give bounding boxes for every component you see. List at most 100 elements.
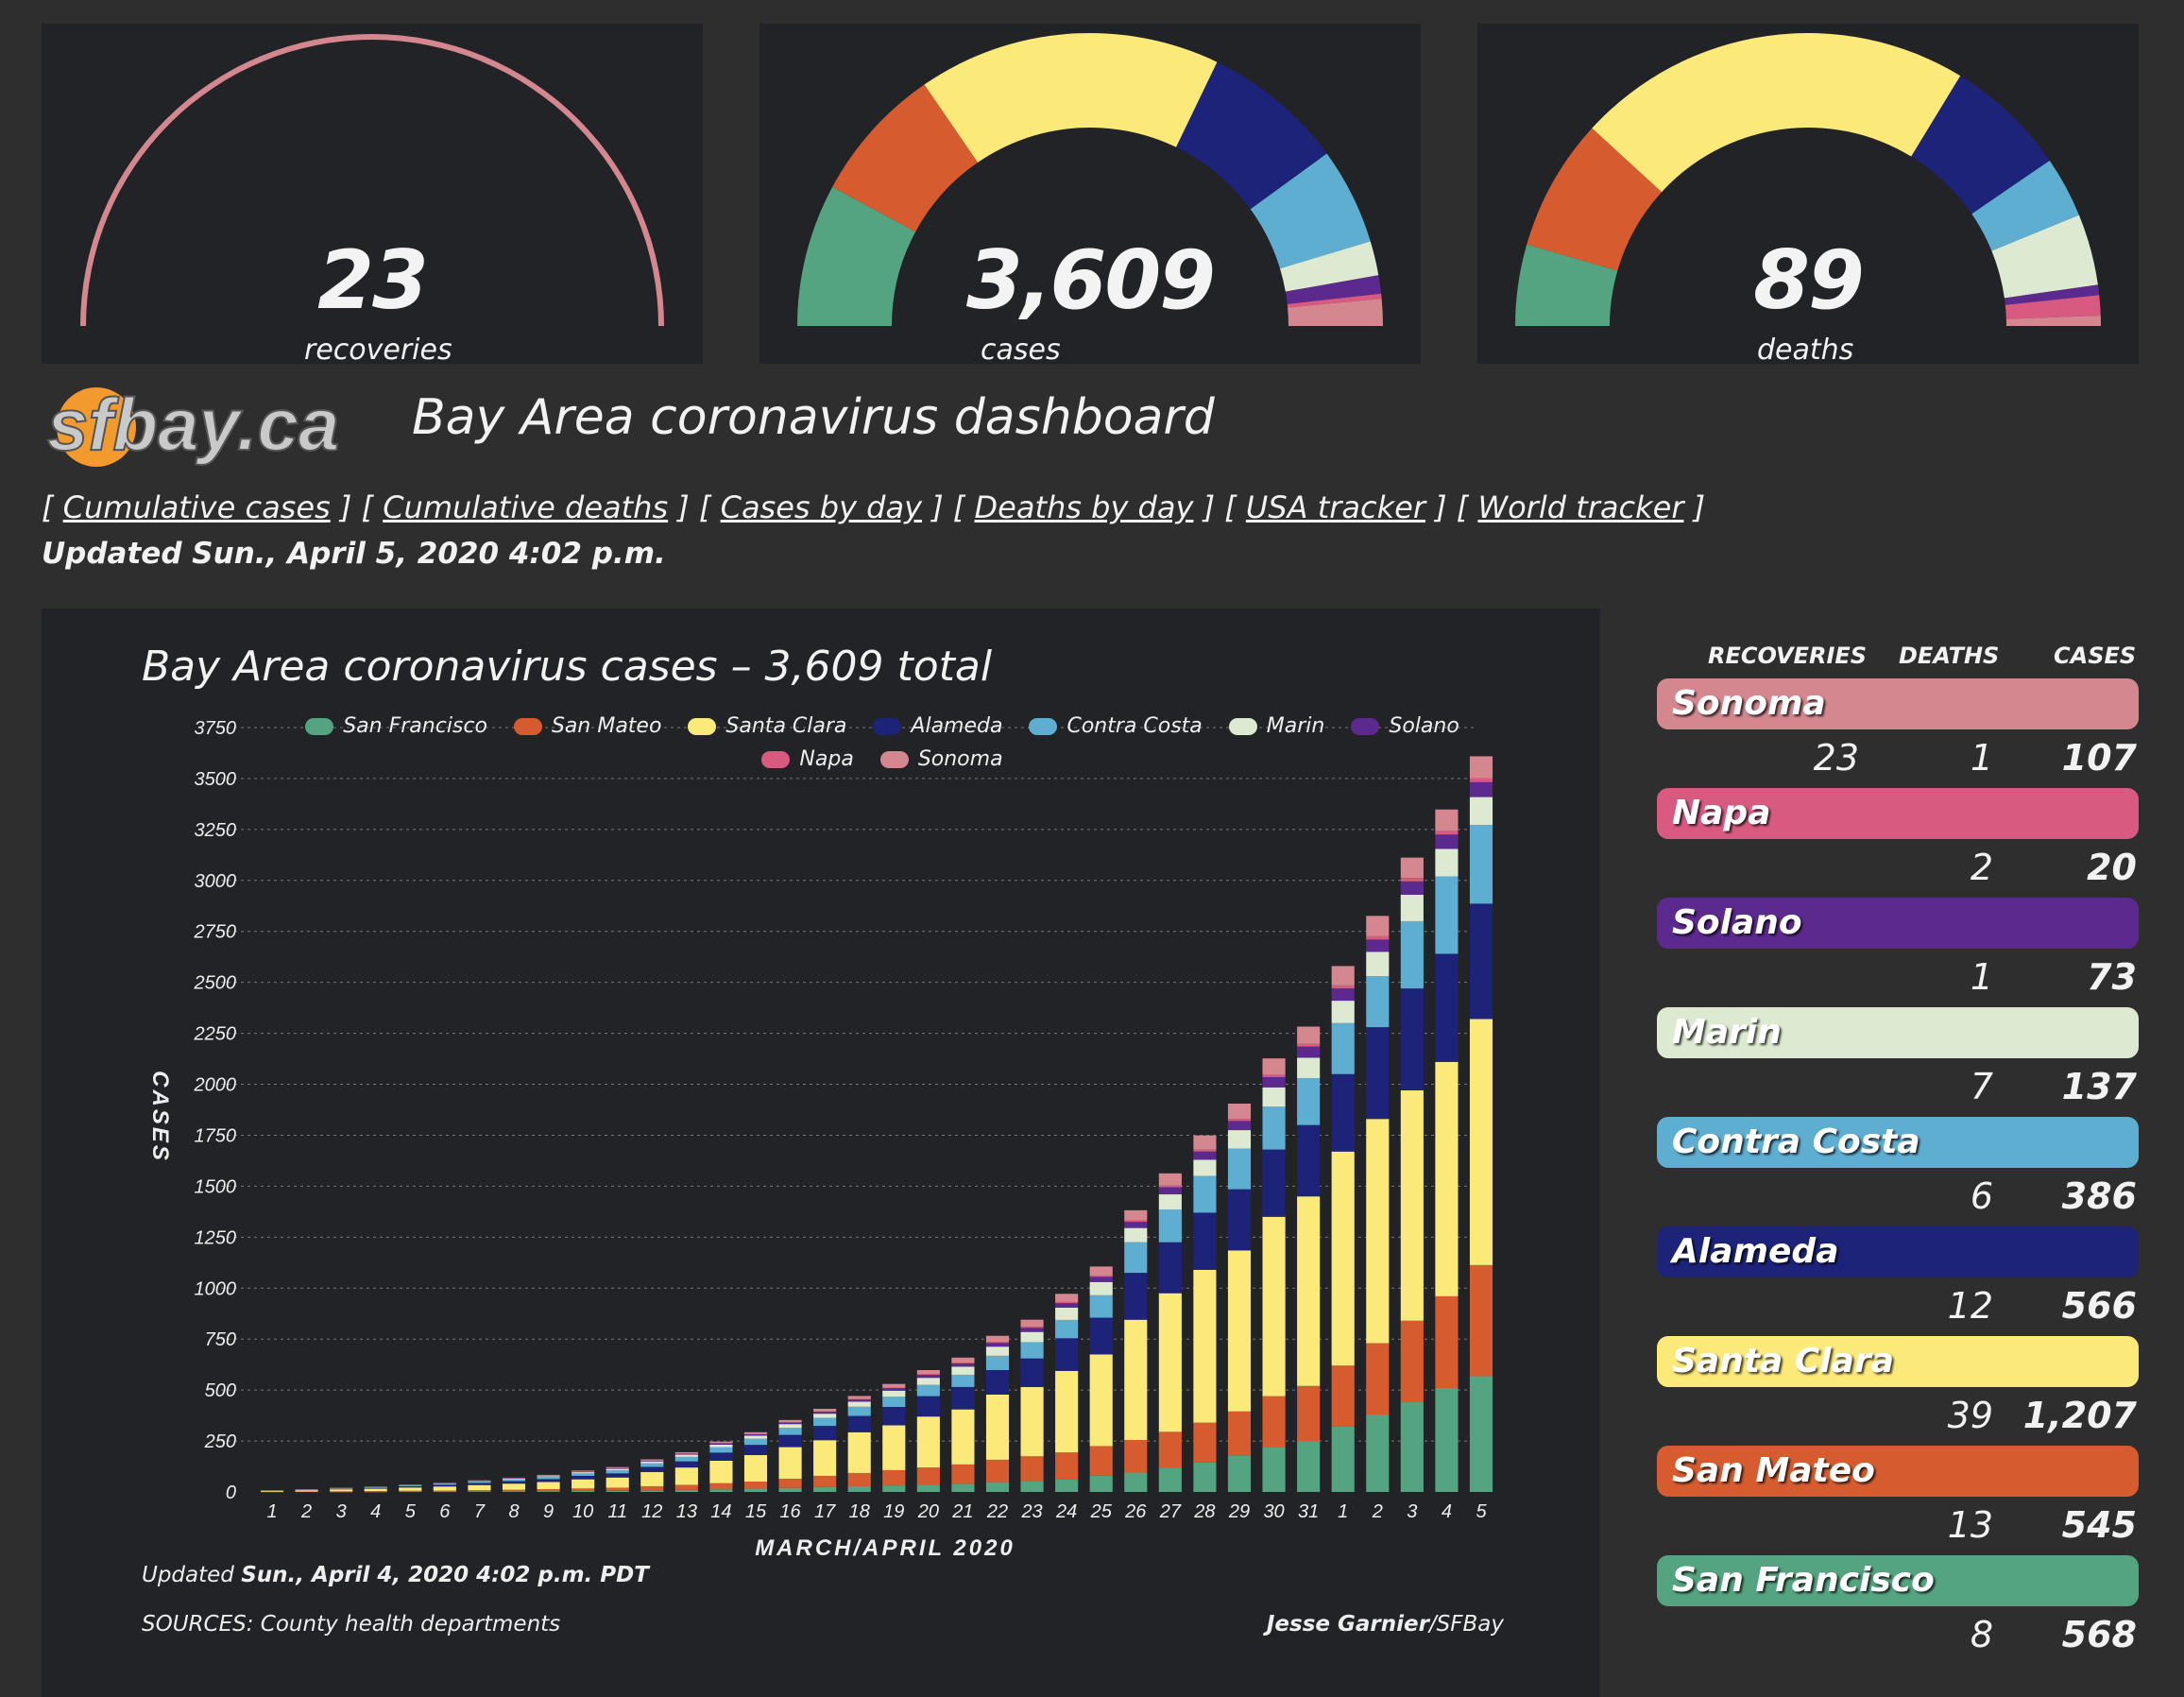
bar-segment-marin (709, 1444, 733, 1448)
bar-segment-contra-costa (1020, 1342, 1044, 1359)
county-stats: 1 73 (1657, 949, 2139, 1007)
header-recoveries: RECOVERIES (1708, 643, 1868, 669)
bar-segment-solano (1400, 881, 1424, 895)
bar-segment-napa (1020, 1327, 1044, 1328)
bar-segment-napa (606, 1467, 629, 1469)
bar-segment-san-mateo (1020, 1456, 1044, 1482)
chart-updated-note: Updated Sun., April 4, 2020 4:02 p.m. PD… (142, 1563, 649, 1587)
bar-segment-sonoma (709, 1441, 733, 1444)
nav-usa-tracker[interactable]: USA tracker (1245, 489, 1425, 525)
bar-segment-santa-clara (1262, 1216, 1286, 1397)
bar-segment-santa-clara (1331, 1151, 1355, 1366)
legend-item[interactable]: San Francisco (305, 714, 487, 738)
bar-segment-san-mateo (985, 1459, 1010, 1483)
gauge-segment-contra-costa (1971, 160, 2079, 251)
bar-segment-santa-clara (709, 1460, 733, 1483)
county-name-bar[interactable]: Alameda (1657, 1226, 2139, 1277)
x-tick-label: 20 (917, 1501, 939, 1522)
legend-item[interactable]: Contra Costa (1029, 714, 1203, 738)
county-name-bar[interactable]: Santa Clara (1657, 1336, 2139, 1387)
nav-cases-by-day[interactable]: Cases by day (720, 489, 923, 525)
county-name-bar[interactable]: Napa (1657, 788, 2139, 839)
bar-segment-alameda (743, 1445, 768, 1455)
bar-segment-sonoma (330, 1487, 353, 1489)
bar-segment-santa-clara (502, 1483, 526, 1490)
header-cases: CASES (2054, 643, 2137, 669)
legend-item[interactable]: Sonoma (879, 747, 1003, 771)
bar-segment-san-francisco (537, 1491, 560, 1492)
legend-item[interactable]: Solano (1351, 714, 1459, 738)
legend-item[interactable]: Napa (761, 747, 854, 771)
y-tick-label: 2000 (194, 1075, 237, 1096)
county-name-bar[interactable]: Sonoma (1657, 678, 2139, 729)
bar-segment-san-francisco (1297, 1441, 1321, 1492)
bar-segment-alameda (640, 1466, 664, 1472)
bar-segment-alameda (882, 1407, 906, 1426)
legend-item[interactable]: Marin (1228, 714, 1324, 738)
bar-segment-marin (674, 1454, 698, 1457)
bar-segment-santa-clara (1020, 1386, 1044, 1457)
county-cases: 386 (2061, 1175, 2137, 1217)
bar-segment-alameda (364, 1487, 387, 1489)
bar-segment-san-mateo (433, 1490, 456, 1492)
bar-segment-napa (813, 1411, 837, 1413)
county-deaths: 1 (1970, 737, 1993, 779)
county-name-bar[interactable]: San Francisco (1657, 1555, 2139, 1606)
y-tick-label: 3000 (195, 871, 237, 892)
bar-segment-contra-costa (813, 1417, 837, 1427)
bar-segment-san-francisco (1366, 1414, 1390, 1492)
county-name-bar[interactable]: Marin (1657, 1007, 2139, 1058)
bar-segment-alameda (330, 1488, 353, 1490)
bar-segment-sonoma (1020, 1319, 1044, 1328)
bar-segment-san-francisco (1158, 1467, 1182, 1492)
bar-segment-san-mateo (1193, 1422, 1217, 1463)
chart-updated-prefix: Updated (142, 1563, 242, 1587)
legend-item[interactable]: Alameda (873, 714, 1002, 738)
county-name-bar[interactable]: Solano (1657, 898, 2139, 949)
nav-cumulative-deaths[interactable]: Cumulative deaths (383, 489, 669, 525)
cases-gauge (797, 32, 1383, 326)
gauge-segment-marin (1991, 214, 2098, 299)
county-stats: 6 386 (1657, 1168, 2139, 1226)
bar-segment-solano (709, 1443, 733, 1445)
bar-segment-alameda (951, 1386, 975, 1410)
bar-segment-santa-clara (1366, 1119, 1390, 1344)
legend-item[interactable]: Santa Clara (688, 714, 846, 738)
bar-segment-contra-costa (1262, 1106, 1286, 1150)
nav-deaths-by-day[interactable]: Deaths by day (974, 489, 1194, 525)
gauge-segment-solano (2004, 284, 2100, 305)
credit-author: Jesse Garnier (1266, 1612, 1429, 1637)
bar-segment-contra-costa (1435, 876, 1459, 954)
bar-segment-san-francisco (1435, 1387, 1459, 1492)
nav-world-tracker[interactable]: World tracker (1477, 489, 1684, 525)
bar-segment-sonoma (674, 1451, 698, 1454)
recoveries-label: recoveries (304, 334, 452, 367)
county-name-bar[interactable]: San Mateo (1657, 1446, 2139, 1497)
bar-segment-sonoma (951, 1357, 975, 1363)
county-name-bar[interactable]: Contra Costa (1657, 1117, 2139, 1168)
bar-segment-san-francisco (916, 1484, 940, 1492)
legend-swatch (688, 717, 717, 735)
bar-segment-alameda (1124, 1273, 1148, 1320)
gauge-segment-san-mateo (832, 84, 979, 232)
bar-segment-alameda (985, 1369, 1010, 1395)
cases-label: cases (981, 334, 1061, 367)
county-cases: 545 (2061, 1504, 2137, 1546)
bar-segment-alameda (709, 1452, 733, 1461)
x-tick-label: 14 (710, 1501, 731, 1522)
county-row: Santa Clara 39 1,207 (1657, 1336, 2139, 1446)
legend-item[interactable]: San Mateo (513, 714, 661, 738)
bar-segment-napa (1469, 778, 1493, 782)
county-deaths: 1 (1970, 956, 1993, 998)
bar-segment-marin (1055, 1307, 1079, 1320)
bar-segment-santa-clara (1469, 1019, 1493, 1265)
county-stats: 23 1 107 (1657, 729, 2139, 788)
bar-segment-contra-costa (743, 1438, 768, 1446)
bar-segment-marin (813, 1414, 837, 1418)
bar-segment-solano (433, 1483, 456, 1484)
bar-segment-marin (916, 1378, 940, 1385)
sfbay-logo[interactable]: sfbay.ca (42, 378, 391, 472)
bar-segment-san-mateo (1262, 1396, 1286, 1448)
nav-cumulative-cases[interactable]: Cumulative cases (62, 489, 331, 525)
bar-segment-santa-clara (1400, 1090, 1424, 1321)
